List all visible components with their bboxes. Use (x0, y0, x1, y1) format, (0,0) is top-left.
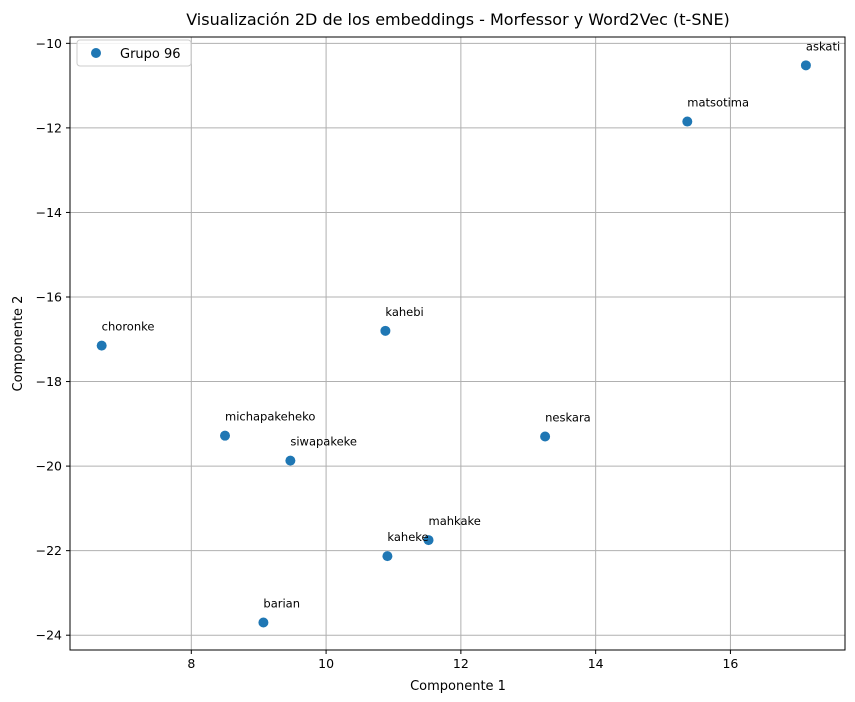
y-tick-label: −10 (36, 36, 62, 51)
x-tick-label: 12 (453, 656, 469, 671)
x-axis-label: Componente 1 (410, 679, 506, 694)
plot-area-frame (69, 36, 846, 651)
data-points (96, 60, 811, 628)
x-tick-label: 8 (187, 656, 195, 671)
chart-title: Visualización 2D de los embeddings - Mor… (186, 10, 730, 29)
point-label: kahebi (385, 305, 423, 319)
point-label: mahkake (429, 514, 481, 528)
x-tick-label: 14 (588, 656, 604, 671)
y-tick-label: −22 (36, 543, 62, 558)
legend-entry-label: Grupo 96 (120, 47, 181, 62)
data-point (96, 340, 107, 351)
legend-marker (91, 48, 101, 58)
point-label: matsotima (687, 96, 749, 110)
y-tick-label: −14 (36, 205, 62, 220)
grid-lines (70, 37, 845, 650)
point-label: barian (263, 597, 300, 611)
point-label: neskara (545, 411, 591, 425)
point-label: askati (806, 39, 840, 53)
data-point (382, 551, 393, 562)
point-label: kaheke (387, 530, 428, 544)
data-point (285, 455, 296, 466)
point-labels: askati matsotima kahebi choronke neskara mich… (102, 39, 840, 610)
point-label: michapakeheko (225, 410, 315, 424)
point-label: siwapakeke (290, 435, 357, 449)
data-point (423, 535, 434, 546)
y-tick-label: −16 (36, 289, 62, 304)
x-tick-label: 16 (722, 656, 738, 671)
data-point (258, 617, 269, 628)
legend-box (76, 39, 192, 67)
legend: Grupo 96 (76, 39, 192, 67)
y-tick-label: −18 (36, 374, 62, 389)
data-point (540, 431, 551, 442)
x-tick-label: 10 (318, 656, 334, 671)
data-point (682, 116, 693, 127)
data-point (380, 325, 391, 336)
y-tick-label: −20 (36, 459, 62, 474)
data-point (220, 430, 230, 441)
y-tick-label: −24 (36, 628, 62, 643)
point-label: choronke (102, 320, 155, 334)
y-axis-label: Componente 2 (11, 296, 26, 392)
axis-ticks: 8 10 12 14 16 −24 −22 −20 −18 −16 −14 −12 −10 (36, 36, 739, 671)
y-tick-label: −12 (36, 120, 62, 135)
data-point (800, 60, 811, 71)
